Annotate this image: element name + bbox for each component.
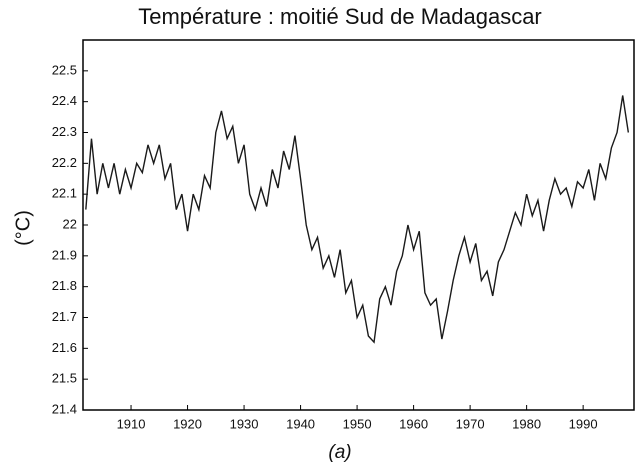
y-tick-label: 22.1 (52, 186, 77, 201)
x-tick-label: 1970 (456, 416, 485, 431)
y-tick-label: 22 (63, 216, 77, 231)
data-line (85, 95, 630, 344)
y-tick-label: 22.3 (52, 124, 77, 139)
y-tick-label: 21.8 (52, 278, 77, 293)
y-tick-label: 21.6 (52, 340, 77, 355)
y-axis-label: (°C) (12, 210, 34, 246)
x-tick-label: 1920 (173, 416, 202, 431)
y-tick-label: 21.5 (52, 371, 77, 386)
x-tick-label: 1940 (286, 416, 315, 431)
x-tick-label: 1980 (512, 416, 541, 431)
x-axis-label: (a) (328, 442, 351, 463)
plot-frame (82, 39, 635, 411)
x-tick-label: 1910 (117, 416, 146, 431)
y-tick-label: 22.4 (52, 93, 77, 108)
chart-title: Température : moitié Sud de Madagascar (138, 4, 542, 29)
x-tick-label: 1950 (343, 416, 372, 431)
x-tick-label: 1930 (230, 416, 259, 431)
y-tick-label: 22.2 (52, 155, 77, 170)
x-tick-label: 1990 (569, 416, 598, 431)
y-tick-label: 21.7 (52, 309, 77, 324)
x-tick-label: 1960 (399, 416, 428, 431)
y-tick-label: 21.9 (52, 247, 77, 262)
y-tick-label: 22.5 (52, 62, 77, 77)
y-tick-label: 21.4 (52, 401, 77, 416)
